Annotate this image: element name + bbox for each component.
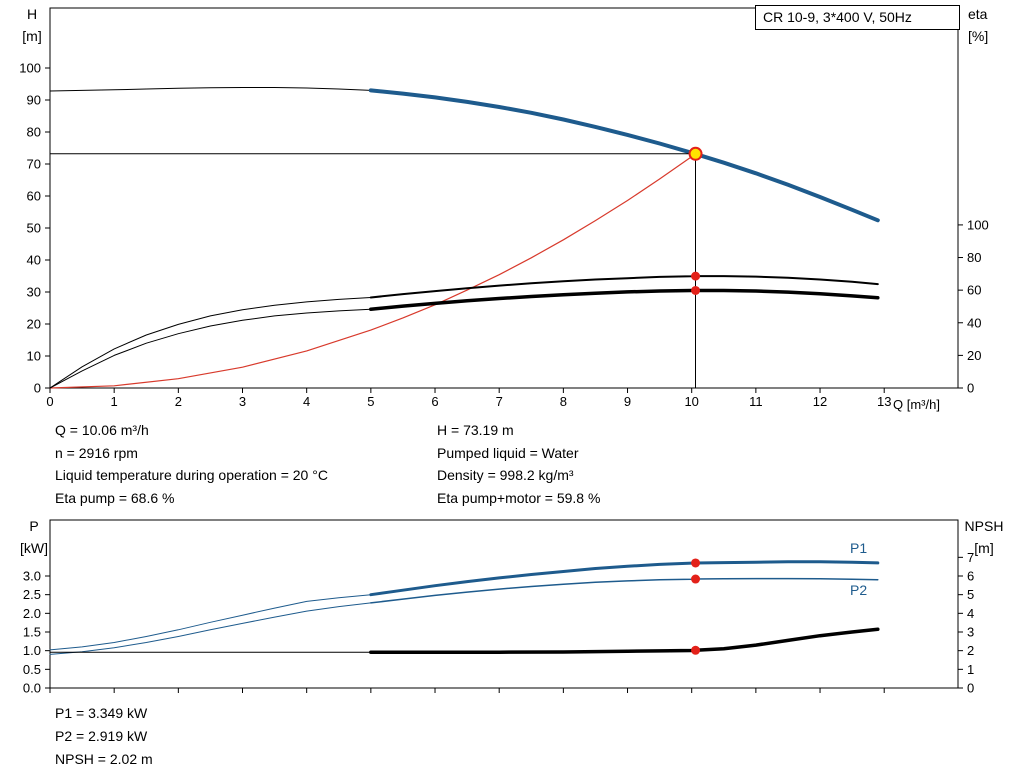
left-tick-label: 0.0 [23,681,41,696]
x-tick-label: 2 [175,394,182,409]
annotation-density: Density = 998.2 kg/m³ [437,467,574,483]
annotation-pumped-liquid: Pumped liquid = Water [437,444,579,461]
eta-axis-label-line1: eta [968,6,988,22]
h-axis-label-line2: [m] [22,28,42,44]
qh-frame [49,7,959,389]
x-tick-label: 12 [813,394,827,409]
eta-pump-motor-curve-ext [49,308,372,389]
right-tick-label: 6 [967,569,974,584]
right-tick-label: 0 [967,681,974,696]
right-tick-label: 4 [967,606,974,621]
x-tick-label: 9 [624,394,631,409]
npsh-axis-label-line2: [m] [974,540,994,556]
right-tick-label: 5 [967,587,974,602]
right-tick-label: 60 [967,283,981,298]
eta-pump-motor-curve [369,288,880,311]
npsh-curve [369,627,880,654]
right-tick-label: 0 [967,381,974,396]
head-curve [368,88,880,223]
h-axis-label-line1: H [26,6,38,22]
x-tick-label: 13 [877,394,891,409]
x-tick-label: 3 [239,394,246,409]
pump-title: CR 10-9, 3*400 V, 50Hz [763,9,912,25]
p2-curve [370,577,879,604]
left-tick-label: 3.0 [23,569,41,584]
x-tick-label: 4 [303,394,310,409]
pn-frame [49,519,959,689]
left-tick-label: 70 [27,157,41,172]
left-tick-label: 90 [27,93,41,108]
p1-curve-ext [49,594,372,651]
p1-curve-label: P1 [850,540,868,556]
left-tick-label: 0 [34,381,41,396]
p1-curve [369,560,880,597]
annotation-speed: n = 2916 rpm [55,444,138,461]
eta-pump-point [691,271,701,281]
right-tick-label: 1 [967,662,974,677]
right-tick-label: 7 [967,550,974,565]
h-axis-label: H [m] [16,3,48,47]
right-tick-label: 80 [967,250,981,265]
right-tick-label: 100 [967,217,989,232]
p-axis-label-line2: [kW] [20,540,48,556]
annotation-npsh: NPSH = 2.02 m [55,751,153,767]
left-tick-label: 100 [19,61,41,76]
annotation-eta-pump: Eta pump = 68.6 % [55,489,175,506]
x-tick-label: 10 [684,394,698,409]
left-tick-label: 60 [27,189,41,204]
npsh-point [691,645,701,655]
duty-data-column-1: Q = 10.06 m³/h n = 2916 rpm Liquid tempe… [55,419,328,509]
eta-pump-curve [369,275,879,299]
pump-title-box: CR 10-9, 3*400 V, 50Hz [755,5,960,30]
power-data-column: P1 = 3.349 kW P2 = 2.919 kW NPSH = 2.02 … [55,702,153,771]
left-tick-label: 0.5 [23,662,41,677]
x-tick-label: 8 [560,394,567,409]
x-tick-label: 5 [367,394,374,409]
x-tick-label: 7 [496,394,503,409]
eta-axis-label-line2: [%] [968,28,989,44]
head-curve-ext [49,87,372,92]
p2-point [691,574,701,584]
p1-point [691,558,701,568]
duty-data-column-2: H = 73.19 m Pumped liquid = Water Densit… [437,419,600,509]
x-tick-label: 6 [431,394,438,409]
x-tick-label: 1 [111,394,118,409]
eta-axis-label: eta [%] [968,3,1012,47]
annotation-head: H = 73.19 m [437,422,514,438]
left-tick-label: 80 [27,125,41,140]
annotation-eta-total: Eta pump+motor = 59.8 % [437,489,601,506]
p2-curve-ext [49,602,372,655]
eta-pump-curve-ext [49,297,372,389]
annotation-p2: P2 = 2.919 kW [55,728,148,744]
left-tick-label: 2.0 [23,606,41,621]
right-tick-label: 2 [967,643,974,658]
npsh-axis-label-line1: NPSH [964,518,1004,534]
annotation-q: Q = 10.06 m³/h [55,422,149,438]
left-tick-label: 1.5 [23,625,41,640]
x-tick-label: 11 [749,394,763,409]
duty-point[interactable] [688,146,703,161]
eta-pump-motor-point [691,285,701,295]
p2-curve-label: P2 [850,582,868,598]
left-tick-label: 40 [27,253,41,268]
p-axis-label: P [kW] [15,515,53,559]
system-curve [49,153,697,389]
left-tick-label: 20 [27,317,41,332]
right-tick-label: 40 [967,315,981,330]
x-tick-label: 0 [46,394,53,409]
q-axis-label: Q [m³/h] [893,397,940,412]
left-tick-label: 1.0 [23,643,41,658]
left-tick-label: 2.5 [23,587,41,602]
left-tick-label: 50 [27,221,41,236]
npsh-axis-label: NPSH [m] [953,515,1015,559]
right-tick-label: 3 [967,625,974,640]
left-tick-label: 30 [27,285,41,300]
right-tick-label: 20 [967,348,981,363]
annotation-p1: P1 = 3.349 kW [55,705,148,721]
annotation-liquid-temp: Liquid temperature during operation = 20… [55,467,328,483]
p-axis-label-line1: P [29,518,39,534]
left-tick-label: 10 [27,349,41,364]
